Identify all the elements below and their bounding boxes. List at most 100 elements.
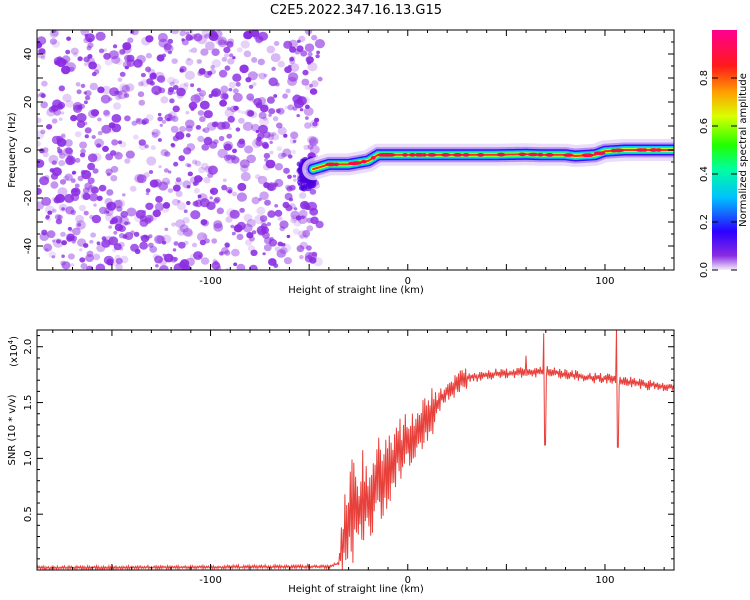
noise-blob xyxy=(226,154,233,160)
snr-y-label: SNR (10 * v/v) xyxy=(7,394,18,465)
noise-blob xyxy=(106,189,114,196)
noise-blob xyxy=(307,51,313,57)
noise-blob xyxy=(304,83,313,91)
noise-blob xyxy=(197,135,205,143)
noise-blob xyxy=(160,96,169,104)
noise-blob xyxy=(263,73,268,78)
noise-blob xyxy=(157,116,163,122)
noise-blob xyxy=(193,188,200,194)
noise-blob xyxy=(267,134,275,141)
noise-blob xyxy=(204,238,210,244)
noise-blob xyxy=(203,137,213,146)
noise-blob xyxy=(122,60,132,69)
ridge-peak xyxy=(361,159,367,164)
noise-blob xyxy=(119,71,126,77)
noise-blob xyxy=(314,117,320,123)
noise-blob xyxy=(90,186,99,194)
noise-blob xyxy=(191,242,198,248)
noise-blob xyxy=(274,209,283,217)
noise-blob xyxy=(187,163,192,168)
noise-blob xyxy=(47,210,53,215)
noise-blob xyxy=(216,265,222,270)
ridge-peak xyxy=(563,153,574,157)
noise-blob xyxy=(79,152,86,158)
noise-blob xyxy=(82,192,91,200)
ridge-peak xyxy=(548,153,553,157)
noise-blob xyxy=(316,50,320,55)
noise-blob xyxy=(243,50,252,58)
noise-blob xyxy=(55,218,63,225)
noise-blob xyxy=(223,141,234,151)
noise-blob xyxy=(146,156,157,166)
noise-blob xyxy=(281,152,287,158)
noise-blob xyxy=(173,161,179,167)
noise-blob xyxy=(284,105,289,110)
snr-multiplier-base: (x10 xyxy=(9,344,20,367)
noise-blob xyxy=(211,238,218,244)
noise-blob xyxy=(46,230,56,239)
noise-blob xyxy=(304,43,315,52)
noise-blob xyxy=(145,202,154,210)
noise-blob xyxy=(154,202,164,212)
noise-blob xyxy=(276,146,283,152)
noise-blob xyxy=(149,179,159,188)
noise-blob xyxy=(127,221,131,225)
noise-blob xyxy=(185,111,190,115)
noise-blob xyxy=(124,65,129,70)
noise-blob xyxy=(175,190,183,197)
noise-blob xyxy=(166,117,171,122)
noise-blob xyxy=(45,215,50,220)
noise-blob xyxy=(268,258,277,266)
noise-blob xyxy=(302,69,309,76)
noise-blob xyxy=(198,177,203,181)
noise-blob xyxy=(37,187,42,195)
spectrogram-x-ticks: -100 0 100 xyxy=(52,30,665,287)
noise-blob xyxy=(70,114,78,122)
noise-blob xyxy=(111,217,119,224)
noise-blob xyxy=(126,59,136,67)
noise-blob xyxy=(185,162,190,167)
noise-blob xyxy=(226,133,232,139)
noise-blob xyxy=(73,52,78,57)
noise-blob xyxy=(175,177,182,183)
noise-blob xyxy=(311,80,319,88)
y-tick-label: -40 xyxy=(23,238,34,254)
noise-blob xyxy=(290,217,297,224)
noise-blob xyxy=(84,182,93,190)
noise-blob xyxy=(96,195,103,201)
noise-blob xyxy=(307,135,317,145)
noise-blob xyxy=(245,109,254,117)
noise-blob xyxy=(297,175,304,182)
noise-blob xyxy=(196,59,202,64)
noise-blob xyxy=(172,78,180,85)
noise-blob xyxy=(282,148,292,157)
noise-blob xyxy=(208,32,219,41)
noise-blob xyxy=(227,58,235,65)
noise-blob xyxy=(79,141,88,149)
noise-blob xyxy=(83,121,88,126)
noise-blob xyxy=(51,197,56,201)
noise-blob xyxy=(172,184,181,192)
noise-blob xyxy=(140,72,146,78)
noise-blob xyxy=(299,255,304,260)
noise-blob xyxy=(242,33,249,39)
noise-blob xyxy=(67,226,72,231)
noise-blob xyxy=(172,105,180,113)
noise-blob xyxy=(83,210,89,216)
noise-blob xyxy=(52,167,62,177)
noise-blob xyxy=(270,53,281,63)
noise-blob xyxy=(228,127,232,131)
noise-blob xyxy=(73,189,78,193)
noise-blob xyxy=(68,66,75,72)
noise-blob xyxy=(299,96,310,106)
noise-blob xyxy=(317,76,323,82)
noise-blob xyxy=(131,120,138,126)
noise-blob xyxy=(292,106,298,111)
noise-blob xyxy=(110,150,117,156)
noise-blob xyxy=(157,32,168,43)
noise-blob xyxy=(296,96,307,106)
noise-blob xyxy=(173,85,179,90)
noise-blob xyxy=(218,69,228,78)
noise-blob xyxy=(221,121,231,130)
noise-blob xyxy=(246,93,255,101)
